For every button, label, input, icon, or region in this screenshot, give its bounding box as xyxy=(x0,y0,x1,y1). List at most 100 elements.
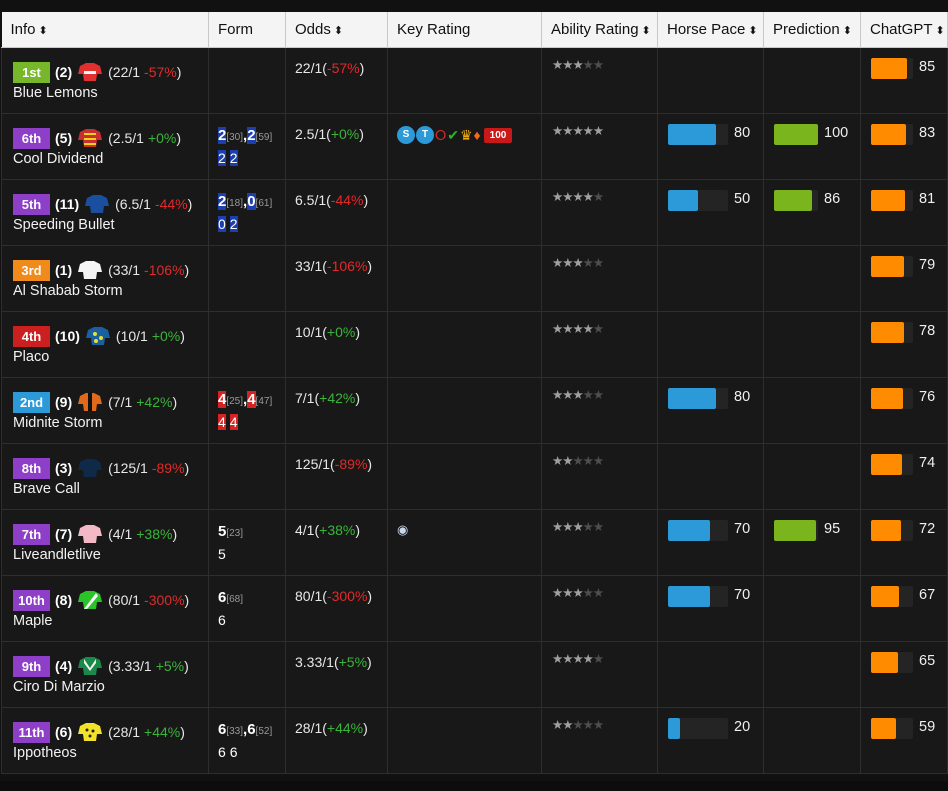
horse-name[interactable]: Maple xyxy=(13,613,53,629)
table-row[interactable]: 11th (6) (28/1 +44%) Ippotheos 6[33],6[52] 6 6 2… xyxy=(1,707,948,774)
closing-paren: ) xyxy=(176,64,182,80)
rating-bar xyxy=(668,586,728,607)
horse-name[interactable]: Al Shabab Storm xyxy=(13,283,123,299)
rating-bar-fill xyxy=(871,124,906,145)
table-row[interactable]: 2nd (9) (7/1 +42%) Midnite Storm 4[25],4[47] 4… xyxy=(1,377,948,444)
prediction-cell xyxy=(763,575,861,642)
form-sequence-figure: 2 xyxy=(229,216,238,232)
horse-name[interactable]: Ippotheos xyxy=(13,745,77,761)
runner-info: 5th (11) (6.5/1 -44%) Speeding Bullet xyxy=(2,180,208,233)
prediction-cell: 86 xyxy=(763,179,861,246)
star-icon: ★ xyxy=(592,586,604,600)
column-header-odds[interactable]: Odds ⬍ xyxy=(285,12,388,48)
star-icon: ★ xyxy=(572,586,583,600)
key-rating-cell xyxy=(387,47,542,114)
horse-name[interactable]: Speeding Bullet xyxy=(13,217,115,233)
rating-value: 78 xyxy=(919,323,936,339)
rating-100-badge: 100 xyxy=(483,127,513,143)
table-row[interactable]: 9th (4) (3.33/1 +5%) Ciro Di Marzio 3.33/1(+5… xyxy=(1,641,948,708)
sort-icon[interactable]: ⬍ xyxy=(641,25,651,37)
form-figure: 4 xyxy=(218,391,227,408)
form-sequence-figure: 2 xyxy=(218,150,226,166)
current-odds: 22/1(-57%) xyxy=(286,48,387,76)
star-icon: ★ xyxy=(592,124,604,138)
odds-change: +42% xyxy=(319,390,356,406)
rating-value: 100 xyxy=(824,125,849,141)
sort-icon[interactable]: ⬍ xyxy=(38,25,48,37)
runner-info-line: 5th (11) (6.5/1 -44%) xyxy=(13,193,208,215)
column-header-prediction[interactable]: Prediction ⬍ xyxy=(763,12,861,48)
horse-name[interactable]: Blue Lemons xyxy=(13,85,98,101)
sort-icon[interactable]: ⬍ xyxy=(842,25,852,37)
horse-name[interactable]: Ciro Di Marzio xyxy=(13,679,105,695)
table-row[interactable]: 3rd (1) (33/1 -106%) Al Shabab Storm 33/1(-10… xyxy=(1,245,948,312)
sort-icon[interactable]: ⬍ xyxy=(333,25,344,37)
draw-number: (11) xyxy=(55,196,80,212)
horse-name[interactable]: Cool Dividend xyxy=(13,151,104,167)
rating-value: 59 xyxy=(919,719,936,735)
column-header-ability-rating[interactable]: Ability Rating ⬍ xyxy=(541,12,658,48)
finish-badge: 4th xyxy=(13,325,50,347)
runner-info-line: 1st (2) (22/1 -57%) xyxy=(13,61,208,83)
ability-stars: ★★★★★ xyxy=(542,378,657,402)
key-rating-cell xyxy=(387,641,542,708)
page-bottom xyxy=(0,781,948,791)
form-recent: 6[68] xyxy=(218,587,285,610)
ability-rating-cell: ★★★★★ xyxy=(541,377,658,444)
odds-value: 125/1 xyxy=(295,456,331,472)
runners-table: Info ⬍ Form Odds ⬍ Key Rating Ability Rating ⬍ H… xyxy=(1,12,948,774)
star-icon: ★ xyxy=(572,388,583,402)
closing-paren: ) xyxy=(184,460,190,476)
table-row[interactable]: 1st (2) (22/1 -57%) Blue Lemons 22/1(-57%) ★★★… xyxy=(1,47,948,114)
opening-odds: (10/1 xyxy=(115,328,148,344)
odds-paren: ) xyxy=(355,324,361,340)
form-sequence-figure: 5 xyxy=(218,546,226,562)
runner-info: 4th (10) (10/1 +0%) Placo xyxy=(2,312,208,365)
jockey-silk-icon xyxy=(78,723,103,741)
form-sequence-figure: 6 xyxy=(229,744,238,760)
horse-name[interactable]: Placo xyxy=(13,349,50,365)
horse-pace-cell: 80 xyxy=(657,377,764,444)
rating-value: 72 xyxy=(919,521,936,537)
horse-pace-cell: 70 xyxy=(657,575,764,642)
column-header-info[interactable]: Info ⬍ xyxy=(1,12,209,48)
odds-change: +44% xyxy=(326,720,364,736)
table-row[interactable]: 7th (7) (4/1 +38%) Liveandletlive 5[23] 5 4/1(+… xyxy=(1,509,948,576)
column-header-chatgpt[interactable]: ChatGPT ⬍ xyxy=(860,12,948,48)
ability-stars: ★★★★★ xyxy=(542,576,657,600)
odds-paren: ( xyxy=(322,588,327,604)
info-cell: 3rd (1) (33/1 -106%) Al Shabab Storm xyxy=(1,245,209,312)
odds-paren: ( xyxy=(326,126,331,142)
table-row[interactable]: 6th (5) (2.5/1 +0%) Cool Dividend 2[30],2[59]… xyxy=(1,113,948,180)
column-header-horse-pace[interactable]: Horse Pace ⬍ xyxy=(657,12,764,48)
table-row[interactable]: 10th (8) (80/1 -300%) Maple 6[68] 6 80/1(-300%)… xyxy=(1,575,948,642)
rating-bar-fill xyxy=(871,256,904,277)
rating-bar-fill xyxy=(871,652,898,673)
column-header-label: Prediction xyxy=(773,21,840,38)
rating-bar xyxy=(871,322,913,343)
sort-icon[interactable]: ⬍ xyxy=(748,25,758,37)
rating-value: 79 xyxy=(919,257,936,273)
table-row[interactable]: 5th (11) (6.5/1 -44%) Speeding Bullet 2[18],0… xyxy=(1,179,948,246)
star-icon: ★ xyxy=(582,718,594,732)
table-row[interactable]: 8th (3) (125/1 -89%) Brave Call 125/1(-89%) ★★… xyxy=(1,443,948,510)
ability-stars: ★★★★★ xyxy=(542,180,657,204)
horse-name[interactable]: Brave Call xyxy=(13,481,80,497)
form-separator: , xyxy=(243,127,248,144)
form-figure: 5 xyxy=(218,523,227,540)
rating-bar xyxy=(871,58,913,79)
draw-number: (7) xyxy=(55,526,73,542)
table-row[interactable]: 4th (10) (10/1 +0%) Placo 10/1(+0%) ★★★★★ 78 xyxy=(1,311,948,378)
info-cell: 5th (11) (6.5/1 -44%) Speeding Bullet xyxy=(1,179,209,246)
star-icon: ★ xyxy=(562,58,573,72)
form-rating: [23] xyxy=(226,528,244,539)
odds-cell: 6.5/1(-44%) xyxy=(285,179,388,246)
sort-icon[interactable]: ⬍ xyxy=(935,25,945,37)
current-odds: 4/1(+38%) xyxy=(286,510,387,538)
rating-bar-fill xyxy=(871,322,904,343)
horse-name[interactable]: Liveandletlive xyxy=(13,547,101,563)
odds-paren: ) xyxy=(367,258,373,274)
horse-name[interactable]: Midnite Storm xyxy=(13,415,103,431)
key-rating-cell: ◉ xyxy=(387,509,542,576)
form-sequence-figure: 4 xyxy=(229,414,238,430)
